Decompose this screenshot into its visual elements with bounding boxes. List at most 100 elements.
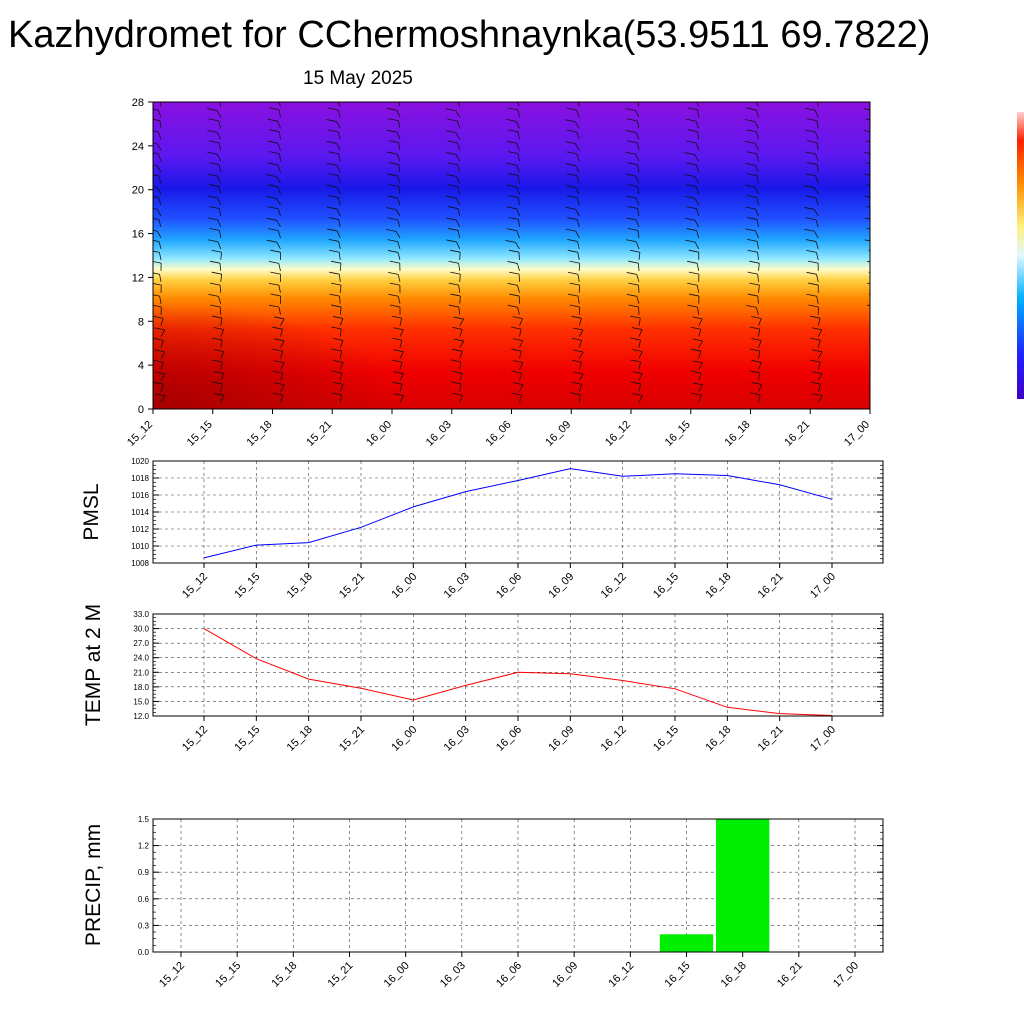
wind-barb-flag: [567, 271, 578, 275]
wind-barb: [457, 208, 461, 217]
wind-barb: [698, 318, 703, 326]
wind-barb-flag: [452, 370, 463, 374]
wind-barb: [758, 263, 760, 271]
wind-barb-flag: [565, 141, 576, 145]
wind-barb: [636, 120, 640, 129]
wind-barb: [815, 219, 819, 228]
wind-barb-flag: [328, 151, 339, 155]
wind-barb-flag: [866, 206, 870, 208]
wind-barb: [518, 252, 520, 260]
x-tick-label: 16_00: [382, 960, 412, 990]
wind-barb-flag: [512, 382, 524, 385]
wind-barb-flag: [266, 174, 277, 177]
wind-barb: [698, 340, 703, 348]
wind-barb-flag: [626, 293, 637, 297]
y-tick-label: 27.0: [133, 639, 149, 648]
wind-barb: [636, 142, 640, 151]
wind-barb: [158, 175, 162, 184]
wind-barb-flag: [452, 348, 463, 352]
x-tick-label: 16_18: [703, 571, 733, 601]
wind-barb-flag: [153, 174, 159, 177]
wind-barb: [878, 329, 881, 336]
wind-barb: [519, 340, 524, 348]
wind-barb-flag: [508, 249, 520, 253]
wind-barb: [814, 231, 819, 239]
wind-barb-flag: [154, 371, 166, 375]
wind-barb: [638, 351, 643, 359]
wind-barb-flag: [155, 393, 166, 397]
wind-barb: [457, 186, 461, 195]
wind-barb-flag: [627, 118, 638, 122]
wind-barb: [337, 131, 341, 140]
wind-barb-flag: [213, 371, 224, 374]
wind-barb-flag: [268, 282, 279, 286]
wind-barb-flag: [805, 173, 816, 177]
wind-barb-flag: [687, 282, 698, 286]
wind-barb-flag: [567, 217, 578, 220]
wind-barb: [395, 231, 401, 239]
wind-barb-flag: [332, 338, 344, 341]
temp-line: [203, 628, 833, 716]
x-tick-label: 15_18: [269, 960, 299, 990]
wind-barb-flag: [571, 315, 582, 319]
wind-barb-flag: [749, 348, 760, 352]
wind-barb-flag: [391, 337, 402, 341]
wind-barb-flag: [153, 208, 158, 210]
wind-barb: [339, 263, 342, 271]
wind-barb-flag: [387, 217, 398, 221]
x-tick-label: 16_18: [703, 724, 733, 754]
wind-barb-flag: [685, 239, 696, 243]
temp-y-axis: 12.0 15.0 18.0 21.0 24.0 27.0 30.0 33.0: [133, 610, 883, 721]
wind-barb: [220, 252, 222, 260]
wind-barb: [756, 153, 759, 162]
wind-barb: [756, 219, 759, 228]
wind-barb-flag: [565, 206, 576, 210]
wind-barb: [637, 208, 640, 217]
wind-barb-flag: [270, 249, 281, 253]
wind-barb: [635, 175, 640, 184]
wind-barb-flag: [811, 349, 822, 353]
x-tick-label: 16_18: [723, 419, 753, 449]
wind-barb-flag: [632, 371, 643, 374]
wind-barb-flag: [268, 206, 279, 210]
wind-barb: [874, 111, 878, 118]
wind-barb-flag: [810, 315, 821, 319]
wind-barb: [878, 296, 879, 304]
wind-barb: [280, 340, 285, 348]
wind-barb: [758, 394, 761, 403]
y-tick-label: 1018: [131, 474, 149, 483]
x-tick-label: 15_15: [185, 419, 215, 449]
wind-barb: [575, 209, 580, 217]
wind-barb-flag: [745, 162, 756, 166]
wind-barb: [517, 175, 520, 184]
wind-barb: [817, 395, 823, 403]
wind-barb-flag: [509, 293, 520, 297]
wind-barb-flag: [447, 184, 458, 188]
wind-barb-flag: [331, 392, 342, 396]
wind-barb-flag: [512, 316, 523, 320]
wind-barb-flag: [571, 359, 582, 363]
wind-barb: [455, 198, 461, 206]
wind-barb-flag: [571, 337, 582, 341]
y-tick-label: 18.0: [133, 683, 149, 692]
wind-barb: [159, 102, 162, 107]
wind-barb-flag: [507, 261, 518, 264]
wind-barb: [576, 153, 580, 162]
heatmap-hot-region: [153, 102, 870, 409]
wind-barb: [574, 143, 580, 151]
wind-barb: [276, 198, 281, 206]
x-tick-label: 16_03: [442, 571, 472, 601]
wind-barb-flag: [866, 260, 870, 263]
wind-barb-flag: [746, 304, 757, 308]
wind-barb: [696, 230, 700, 239]
wind-barb-flag: [269, 151, 280, 154]
wind-barb-flag: [687, 107, 698, 111]
x-tick-label: 16_12: [606, 960, 636, 990]
wind-barb-flag: [452, 326, 463, 330]
wind-barb: [516, 208, 520, 217]
wind-barb: [219, 230, 222, 239]
wind-barb-flag: [805, 129, 816, 133]
wind-barb-flag: [328, 238, 339, 242]
wind-barb-flag: [692, 382, 703, 386]
y-tick-label: 1008: [131, 559, 149, 568]
